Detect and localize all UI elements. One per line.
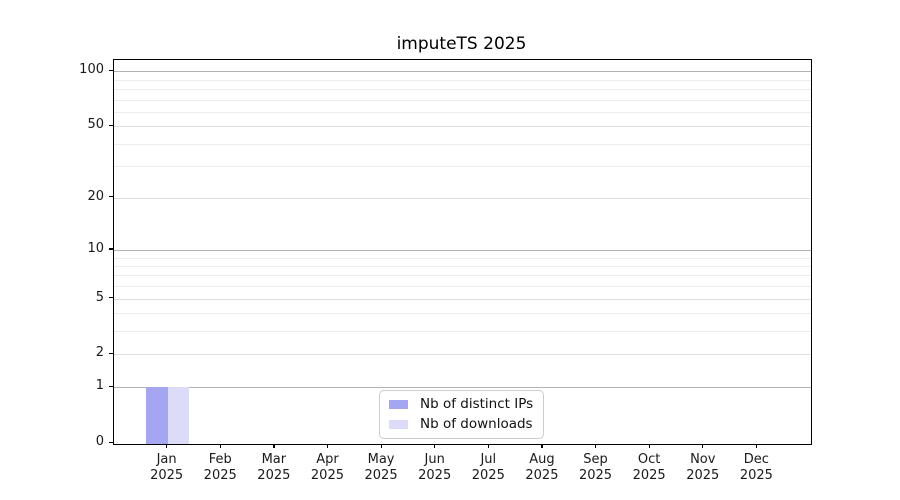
gridline-minor — [114, 197, 811, 199]
x-tickmark — [434, 444, 436, 448]
x-tick-label: May 2025 — [364, 452, 398, 483]
x-tick-label: Dec 2025 — [739, 452, 773, 483]
y-tickmark — [109, 441, 113, 443]
plot-area: Nb of distinct IPs Nb of downloads — [113, 59, 812, 445]
gridline-minor — [114, 88, 811, 90]
x-tick-label: Nov 2025 — [686, 452, 720, 483]
x-tick-label: Feb 2025 — [203, 452, 237, 483]
gridline-minor — [114, 286, 811, 288]
legend-item: Nb of distinct IPs — [389, 396, 533, 413]
gridline-minor — [114, 111, 811, 113]
y-tickmark — [109, 385, 113, 387]
y-tickmark — [109, 196, 113, 198]
x-tickmark — [380, 444, 382, 448]
x-tickmark — [273, 444, 275, 448]
y-tickmark — [109, 69, 113, 71]
y-tickmark — [109, 297, 113, 299]
x-tick-label: Oct 2025 — [632, 452, 666, 483]
x-tickmark — [326, 444, 329, 448]
x-tick-label: Apr 2025 — [310, 452, 344, 483]
x-tickmark — [702, 444, 704, 448]
x-tickmark — [595, 444, 597, 448]
gridline-major — [114, 71, 811, 73]
x-tickmark — [648, 444, 650, 448]
gridline-minor — [114, 313, 811, 315]
x-tick-label: Sep 2025 — [578, 452, 613, 483]
y-tickmark — [109, 352, 113, 355]
x-tick-label: Jun 2025 — [418, 452, 452, 483]
gridline-minor — [114, 331, 811, 333]
legend-swatch — [389, 400, 408, 409]
gridline-major — [114, 249, 811, 251]
gridline-minor — [114, 166, 811, 168]
legend: Nb of distinct IPs Nb of downloads — [379, 390, 545, 439]
x-tickmark — [219, 444, 221, 448]
x-tick-label: Mar 2025 — [257, 452, 291, 483]
legend-label: Nb of downloads — [420, 416, 533, 432]
gridline-minor — [114, 99, 811, 101]
gridline-minor — [114, 298, 811, 300]
gridline-minor — [114, 275, 811, 277]
x-tickmark — [487, 444, 489, 448]
y-tick-label: 5 — [95, 289, 104, 305]
y-tick-label: 20 — [87, 188, 104, 204]
y-tick-label: 50 — [87, 117, 104, 133]
x-tickmark — [166, 444, 168, 448]
legend-label: Nb of distinct IPs — [420, 396, 534, 412]
y-tick-label: 0 — [95, 434, 104, 449]
legend-item: Nb of downloads — [389, 416, 533, 433]
x-tick-label: Jan 2025 — [150, 452, 184, 483]
y-tick-label: 10 — [87, 240, 104, 256]
gridline-minor — [114, 257, 811, 259]
y-tickmark — [109, 124, 113, 126]
y-tick-label: 1 — [95, 378, 104, 394]
legend-swatch — [389, 420, 408, 429]
gridline-minor — [114, 354, 811, 356]
x-tick-label: Aug 2025 — [525, 452, 559, 483]
y-tick-label: 100 — [79, 62, 104, 78]
x-tickmark — [755, 444, 758, 448]
y-tickmark — [109, 248, 113, 250]
chart-title: imputeTS 2025 — [396, 34, 527, 54]
gridline-minor — [114, 126, 811, 128]
y-tick-label: 2 — [95, 345, 104, 361]
bar-nb-of-downloads-jan — [167, 387, 190, 444]
x-tickmark — [541, 444, 543, 448]
gridline-major — [114, 387, 811, 389]
gridline-minor — [114, 143, 811, 145]
gridline-minor — [114, 265, 811, 267]
gridline-minor — [114, 79, 811, 81]
bar-nb-of-distinct-ips-jan — [146, 387, 168, 444]
x-tick-label: Jul 2025 — [471, 452, 505, 483]
